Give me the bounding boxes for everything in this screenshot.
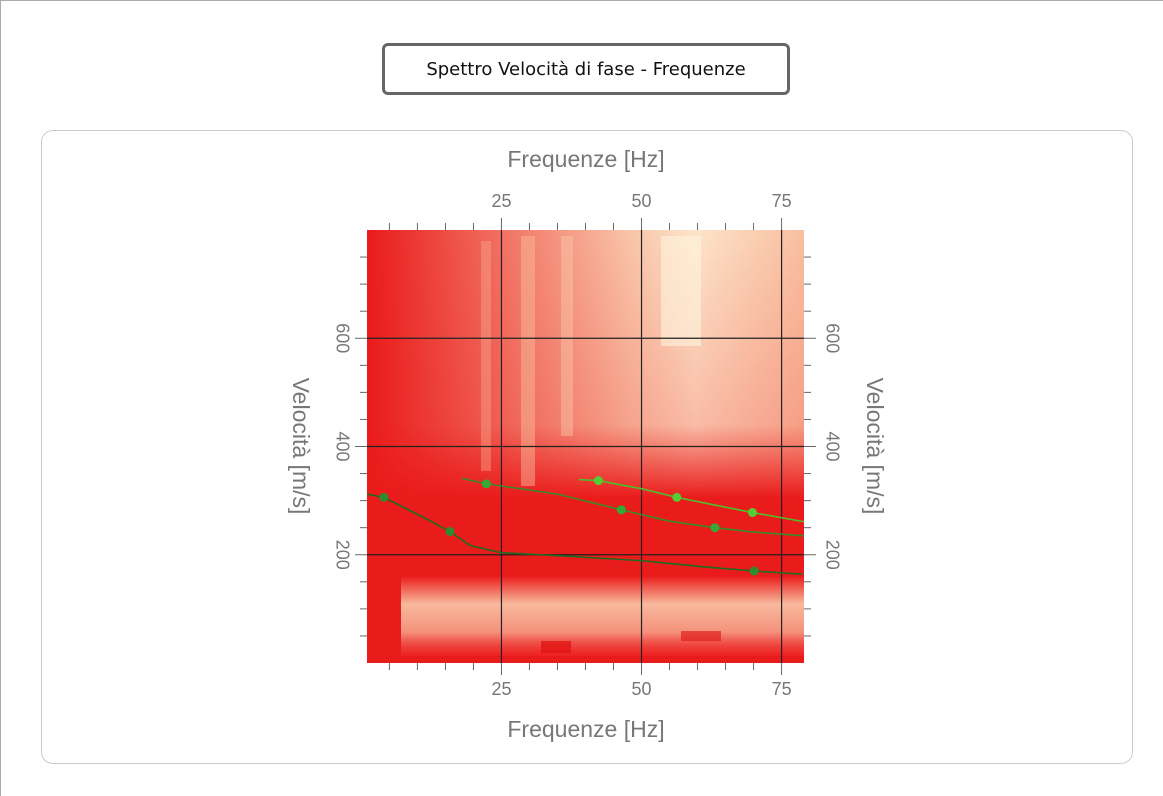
x-tick-label: 50 (632, 191, 652, 211)
x-tick-label: 25 (491, 191, 511, 211)
curve-point (672, 492, 682, 502)
y-tick-label: 400 (822, 431, 842, 461)
x-axis-title: Frequenze [Hz] (507, 146, 664, 172)
y-tick-label: 600 (822, 323, 842, 353)
curve (366, 493, 803, 576)
y-tick-label: 200 (332, 540, 352, 570)
curve-point (481, 479, 491, 489)
curve-point (379, 492, 389, 502)
curve-point (749, 566, 759, 576)
y-tick-label: 400 (332, 431, 352, 461)
y-axis-title: Velocità [m/s] (288, 378, 314, 515)
curve-point (593, 476, 603, 486)
curve-point (710, 523, 720, 533)
x-axis-title: Frequenze [Hz] (507, 716, 664, 742)
chart-panel (41, 130, 1133, 764)
x-tick-label: 25 (491, 679, 511, 699)
curve-point (616, 505, 626, 515)
x-tick-label: 75 (772, 191, 792, 211)
y-tick-label: 200 (822, 540, 842, 570)
x-tick-label: 50 (632, 679, 652, 699)
curve (462, 477, 805, 537)
curve-point (747, 508, 757, 518)
curve-point (445, 526, 455, 536)
y-tick-label: 600 (332, 323, 352, 353)
title-button[interactable]: Spettro Velocità di fase - Frequenze (382, 43, 790, 95)
y-axis-title: Velocità [m/s] (862, 378, 888, 515)
x-tick-label: 75 (772, 679, 792, 699)
